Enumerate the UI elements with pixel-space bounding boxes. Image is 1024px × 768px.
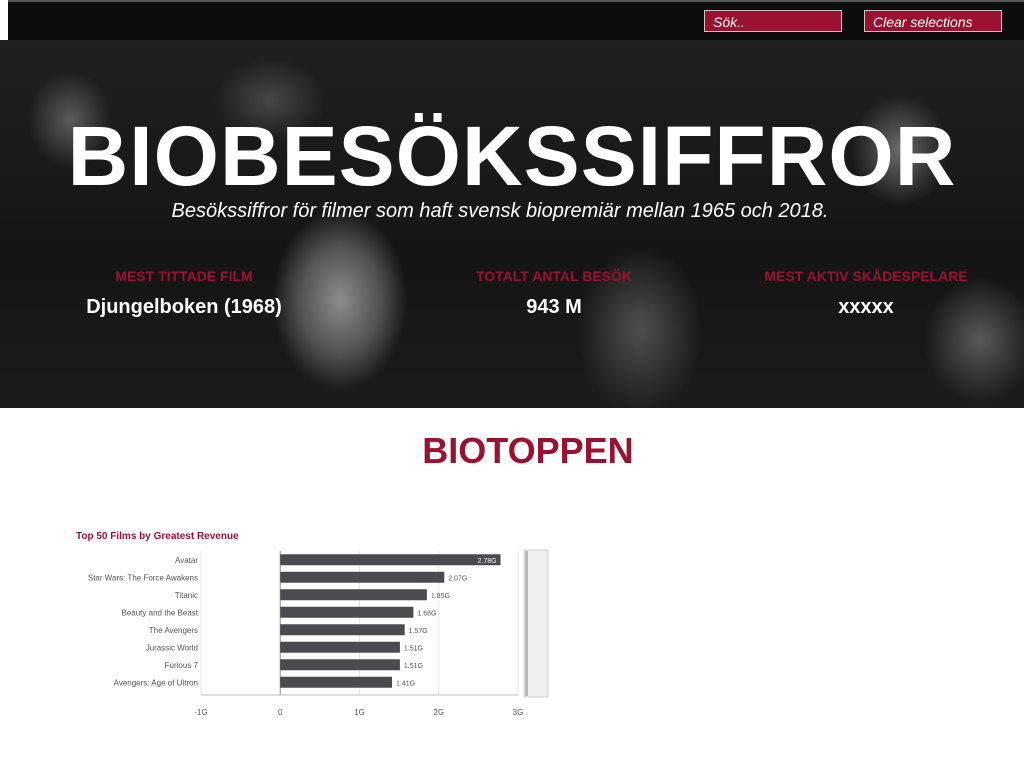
bar[interactable] — [280, 624, 405, 636]
category-label: Jurassic World — [146, 643, 198, 652]
section-title: BIOTOPPEN — [422, 430, 634, 471]
data-label: 1.57G — [409, 628, 428, 635]
bar[interactable] — [280, 571, 445, 583]
revenue-bar-chart[interactable]: Avatar 2.78G Star Wars: The Force Awakens 2… — [0, 540, 560, 720]
data-label: 1.41G — [396, 680, 415, 687]
bar[interactable] — [280, 554, 501, 566]
kpi-value: xxxxx — [838, 296, 894, 318]
kpi-most-active-actor: MEST AKTIV SKÅDESPELARE xxxxx — [696, 268, 1024, 319]
kpi-label: TOTALT ANTAL BESÖK — [475, 268, 633, 284]
category-label: Furious 7 — [165, 661, 199, 670]
data-label: 1.85G — [431, 593, 450, 600]
x-tick-label: 2G — [433, 708, 444, 717]
bar[interactable] — [280, 676, 392, 688]
hero-photo — [0, 40, 1024, 408]
data-label: 1.51G — [404, 645, 423, 652]
data-label: 2.78G — [477, 558, 496, 565]
x-tick-label: 1G — [354, 708, 365, 717]
data-label: 1.68G — [417, 610, 436, 617]
hero-banner: BIOBESÖKSSIFFROR Besökssiffror för filme… — [0, 40, 1024, 408]
data-label: 1.51G — [404, 663, 423, 670]
bar[interactable] — [280, 659, 400, 671]
kpi-value: 943 M — [526, 296, 582, 318]
top-toolbar: Sök.. Clear selections — [8, 0, 1024, 40]
x-tick-label: -1G — [194, 708, 207, 717]
category-label: Beauty and the Beast — [122, 608, 199, 617]
x-tick-label: 3G — [513, 708, 524, 717]
bar[interactable] — [280, 606, 414, 618]
category-label: The Avengers — [149, 626, 198, 635]
chart-scrollbar-thumb[interactable] — [525, 551, 528, 696]
bar[interactable] — [280, 589, 427, 601]
kpi-most-watched-film: MEST TITTADE FILM Djungelboken (1968) — [14, 268, 354, 319]
kpi-label: MEST TITTADE FILM — [115, 268, 253, 284]
category-label: Avengers: Age of Ultron — [114, 678, 198, 687]
page-title: BIOBESÖKSSIFFROR — [67, 109, 957, 203]
kpi-label: MEST AKTIV SKÅDESPELARE — [764, 268, 968, 284]
page-subtitle: Besökssiffror för filmer som haft svensk… — [171, 200, 829, 222]
chart-title: Top 50 Films by Greatest Revenue — [76, 531, 239, 542]
clear-selections-button[interactable]: Clear selections — [864, 10, 1002, 32]
kpi-total-visits: TOTALT ANTAL BESÖK 943 M — [384, 268, 724, 319]
data-label: 2.07G — [448, 575, 467, 582]
category-label: Titanic — [175, 591, 198, 600]
bar[interactable] — [280, 641, 400, 653]
search-button[interactable]: Sök.. — [704, 10, 842, 32]
category-label: Avatar — [175, 556, 198, 565]
category-label: Star Wars: The Force Awakens — [88, 573, 198, 582]
x-tick-label: 0 — [278, 708, 283, 717]
kpi-value: Djungelboken (1968) — [86, 296, 282, 318]
